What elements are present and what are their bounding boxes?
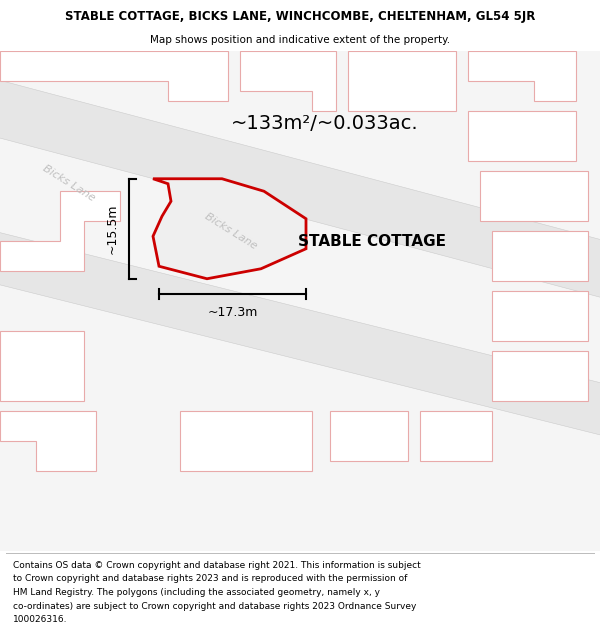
Polygon shape [492, 351, 588, 401]
Text: co-ordinates) are subject to Crown copyright and database rights 2023 Ordnance S: co-ordinates) are subject to Crown copyr… [13, 602, 416, 611]
Polygon shape [0, 75, 600, 302]
Polygon shape [468, 111, 576, 161]
Polygon shape [492, 291, 588, 341]
Text: Bicks Lane: Bicks Lane [203, 211, 259, 251]
Polygon shape [330, 411, 408, 461]
Polygon shape [420, 411, 492, 461]
Text: Bicks Lane: Bicks Lane [41, 164, 97, 204]
Polygon shape [492, 231, 588, 281]
Polygon shape [0, 191, 120, 271]
Text: ~15.5m: ~15.5m [105, 204, 118, 254]
Polygon shape [480, 171, 588, 221]
Polygon shape [0, 51, 228, 101]
Text: Contains OS data © Crown copyright and database right 2021. This information is : Contains OS data © Crown copyright and d… [13, 561, 421, 570]
Text: to Crown copyright and database rights 2023 and is reproduced with the permissio: to Crown copyright and database rights 2… [13, 574, 407, 584]
Polygon shape [180, 411, 312, 471]
Polygon shape [153, 179, 306, 279]
Polygon shape [468, 51, 576, 101]
Polygon shape [0, 331, 84, 401]
Polygon shape [348, 51, 456, 111]
Text: 100026316.: 100026316. [13, 616, 68, 624]
Text: ~17.3m: ~17.3m [208, 306, 257, 319]
Text: STABLE COTTAGE, BICKS LANE, WINCHCOMBE, CHELTENHAM, GL54 5JR: STABLE COTTAGE, BICKS LANE, WINCHCOMBE, … [65, 10, 535, 23]
Text: ~133m²/~0.033ac.: ~133m²/~0.033ac. [231, 114, 419, 133]
Polygon shape [0, 228, 600, 440]
Text: STABLE COTTAGE: STABLE COTTAGE [298, 234, 446, 249]
Polygon shape [0, 411, 96, 471]
Polygon shape [240, 51, 336, 111]
Text: Map shows position and indicative extent of the property.: Map shows position and indicative extent… [150, 35, 450, 45]
Text: HM Land Registry. The polygons (including the associated geometry, namely x, y: HM Land Registry. The polygons (includin… [13, 588, 380, 597]
